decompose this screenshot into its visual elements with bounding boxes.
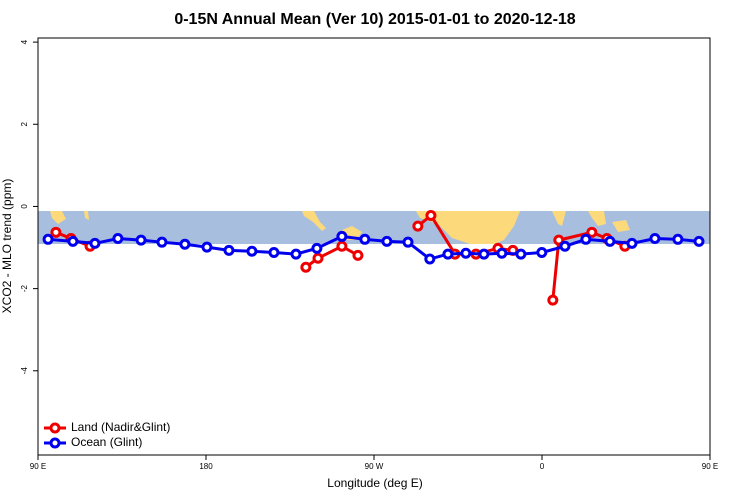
data-point bbox=[246, 245, 258, 257]
data-point bbox=[425, 209, 437, 221]
data-point bbox=[112, 232, 124, 244]
data-point bbox=[515, 248, 527, 260]
y-tick-label: 2 bbox=[20, 122, 29, 127]
data-point bbox=[156, 236, 168, 248]
legend-label: Land (Nadir&Glint) bbox=[71, 420, 170, 434]
data-point bbox=[672, 233, 684, 245]
data-point bbox=[478, 248, 490, 260]
x-tick-label: 90 W bbox=[365, 462, 384, 471]
data-point bbox=[290, 248, 302, 260]
data-point bbox=[336, 240, 348, 252]
data-point bbox=[89, 237, 101, 249]
data-point bbox=[312, 252, 324, 264]
x-tick-label: 0 bbox=[540, 462, 545, 471]
legend-item: Land (Nadir&Glint) bbox=[44, 420, 170, 434]
data-point bbox=[604, 235, 616, 247]
data-point bbox=[547, 294, 559, 306]
x-tick-label: 180 bbox=[199, 462, 213, 471]
data-point bbox=[649, 232, 661, 244]
x-axis-label: Longitude (deg E) bbox=[327, 476, 422, 490]
x-tick-label: 90 E bbox=[30, 462, 46, 471]
data-point bbox=[201, 241, 213, 253]
data-point bbox=[50, 226, 62, 238]
data-point bbox=[223, 244, 235, 256]
y-axis-label: XCO2 - MLO trend (ppm) bbox=[0, 179, 14, 314]
y-tick-label: -4 bbox=[20, 367, 29, 375]
legend-marker bbox=[49, 437, 61, 449]
data-point bbox=[559, 240, 571, 252]
data-point bbox=[496, 247, 508, 259]
y-tick-label: -2 bbox=[20, 285, 29, 293]
map-band bbox=[38, 211, 710, 244]
data-point bbox=[402, 236, 414, 248]
legend-label: Ocean (Glint) bbox=[71, 435, 142, 449]
data-point bbox=[311, 242, 323, 254]
data-point bbox=[442, 248, 454, 260]
data-point bbox=[626, 237, 638, 249]
data-point bbox=[268, 246, 280, 258]
x-tick-label: 90 E bbox=[702, 462, 718, 471]
y-tick-label: 0 bbox=[20, 204, 29, 209]
data-point bbox=[300, 261, 312, 273]
data-point bbox=[336, 230, 348, 242]
data-point bbox=[352, 249, 364, 261]
data-point bbox=[553, 234, 565, 246]
data-point bbox=[42, 233, 54, 245]
data-point bbox=[424, 253, 436, 265]
data-point bbox=[412, 220, 424, 232]
y-tick-label: 4 bbox=[20, 39, 29, 44]
data-point bbox=[381, 235, 393, 247]
chart-title: 0-15N Annual Mean (Ver 10) 2015-01-01 to… bbox=[174, 11, 575, 28]
legend-item: Ocean (Glint) bbox=[44, 435, 142, 449]
data-point bbox=[460, 247, 472, 259]
data-point bbox=[67, 235, 79, 247]
data-point bbox=[586, 226, 598, 238]
legend-marker bbox=[49, 422, 61, 434]
data-point bbox=[536, 246, 548, 258]
data-point bbox=[135, 234, 147, 246]
data-point bbox=[580, 233, 592, 245]
data-point bbox=[693, 235, 705, 247]
data-point bbox=[179, 238, 191, 250]
data-point bbox=[359, 233, 371, 245]
